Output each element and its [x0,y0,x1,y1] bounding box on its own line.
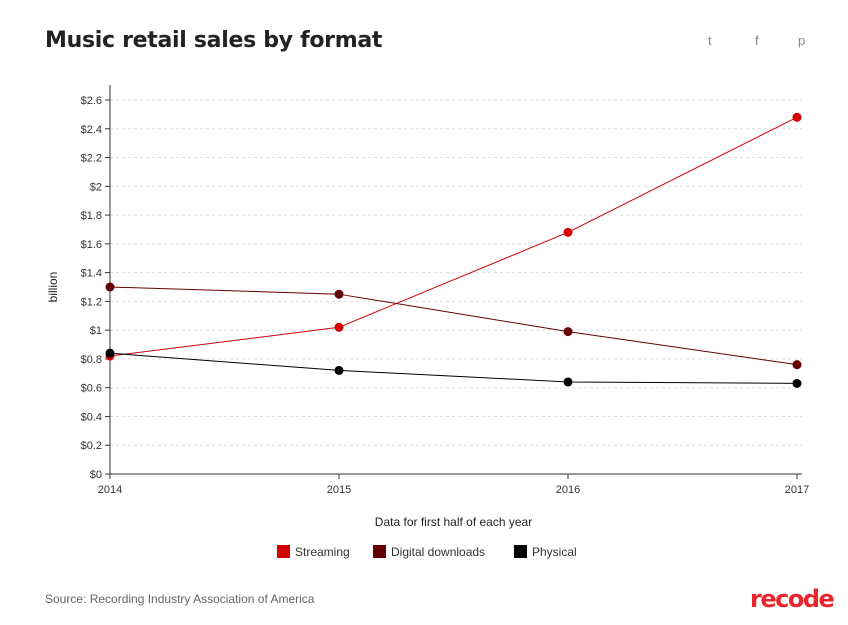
y-tick-label: $0.2 [81,440,102,452]
data-point[interactable] [334,289,344,299]
data-point[interactable] [334,365,344,375]
x-tick-label: 2014 [98,484,122,496]
legend-label[interactable]: Streaming [295,545,350,559]
x-tick-label: 2016 [556,484,580,496]
twitter-icon[interactable]: t [708,33,712,48]
source-note: Source: Recording Industry Association o… [45,592,315,606]
series-line [109,286,798,366]
data-point[interactable] [792,112,802,122]
y-tick-label: $0.4 [81,411,102,423]
legend-label[interactable]: Digital downloads [391,545,485,559]
data-point[interactable] [792,378,802,388]
legend-swatch [373,545,386,558]
data-point[interactable] [334,322,344,332]
y-tick-label: $1.4 [81,268,102,280]
data-point[interactable] [105,282,115,292]
legend-swatch [514,545,527,558]
x-tick-label: 2017 [785,484,809,496]
x-axis-label: Data for first half of each year [375,515,532,529]
y-axis-label: billion [46,272,60,303]
legend-label[interactable]: Physical [532,545,577,559]
y-tick-label: $1.8 [81,210,102,222]
x-tick-label: 2015 [327,484,351,496]
legend-swatch [277,545,290,558]
y-tick-label: $1 [90,325,102,337]
y-tick-label: $2 [90,181,102,193]
y-tick-label: $1.2 [81,296,102,308]
page-title: Music retail sales by format [45,28,383,53]
data-point[interactable] [563,377,573,387]
y-tick-label: $2.6 [81,95,102,107]
pinterest-icon[interactable]: p [798,33,806,48]
y-tick-label: $0.8 [81,354,102,366]
series-line [109,116,798,357]
data-point[interactable] [792,360,802,370]
data-point[interactable] [563,327,573,337]
facebook-icon[interactable]: f [755,33,759,48]
y-tick-label: $2.4 [81,124,102,136]
y-tick-label: $0.6 [81,383,102,395]
y-tick-label: $0 [90,469,102,481]
recode-logo[interactable]: recode [750,585,835,613]
y-tick-label: $1.6 [81,239,102,251]
y-tick-label: $2.2 [81,153,102,165]
series-line [109,352,798,384]
data-point[interactable] [105,348,115,358]
data-point[interactable] [563,227,573,237]
